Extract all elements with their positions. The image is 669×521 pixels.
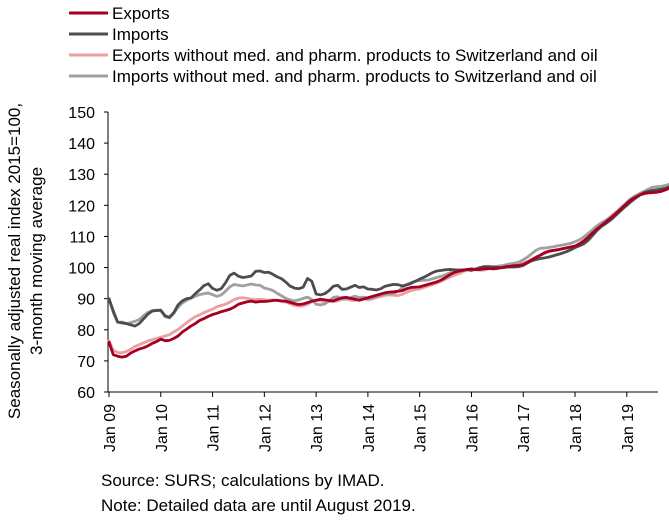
y-tick-label: 70	[77, 354, 95, 371]
y-axis-title: Seasonally adjusted real index 2015=100,	[5, 103, 24, 419]
series-line-1	[107, 186, 669, 359]
y-tick-label: 120	[68, 198, 95, 215]
y-axis: 60 70 80 90 100 110 120 130 140 150	[68, 105, 108, 402]
x-tick-label: Jan 10	[154, 404, 171, 452]
x-tick-label: Jan 09	[102, 404, 119, 452]
y-tick-label: 130	[68, 167, 95, 184]
legend-label: Exports without med. and pharm. products…	[112, 46, 598, 65]
data-note: Note: Detailed data are until August 201…	[101, 496, 416, 515]
source-note: Source: SURS; calculations by IMAD.	[101, 471, 384, 490]
x-tick-label: Jan 18	[568, 404, 585, 452]
x-tick-label: Jan 14	[361, 404, 378, 452]
y-tick-label: 100	[68, 261, 95, 278]
x-axis: Jan 09 Jan 10 Jan 11 Jan 12 Jan 13 Jan 14 Jan …	[102, 392, 637, 452]
y-tick-label: 90	[77, 292, 95, 309]
y-axis-title-line-2: 3-month moving average	[27, 167, 46, 355]
y-tick-label: 140	[68, 136, 95, 153]
y-axis-title-2: 3-month moving average	[27, 167, 46, 355]
legend-label: Imports without med. and pharm. products…	[112, 67, 597, 86]
legend-label: Imports	[112, 25, 169, 44]
legend: Exports Imports Exports without med. and p…	[69, 4, 598, 86]
series-line-4	[107, 182, 669, 325]
x-tick-label: Jan 12	[257, 404, 274, 452]
x-tick-label: Jan 13	[309, 404, 326, 452]
y-tick-label: 110	[69, 229, 95, 246]
y-tick-label: 150	[68, 105, 95, 122]
plot-area	[107, 182, 669, 359]
x-tick-label: Jan 17	[516, 404, 533, 452]
x-tick-label: Jan 11	[206, 404, 223, 451]
x-tick-label: Jan 19	[620, 404, 637, 452]
y-tick-label: 80	[77, 323, 95, 340]
x-tick-label: Jan 15	[413, 404, 430, 452]
y-axis-title-line-1: Seasonally adjusted real index 2015=100,	[5, 103, 24, 419]
legend-label: Exports	[112, 4, 170, 23]
series-line-2	[107, 185, 669, 328]
x-tick-label: Jan 16	[464, 404, 481, 452]
y-tick-label: 60	[77, 385, 95, 402]
